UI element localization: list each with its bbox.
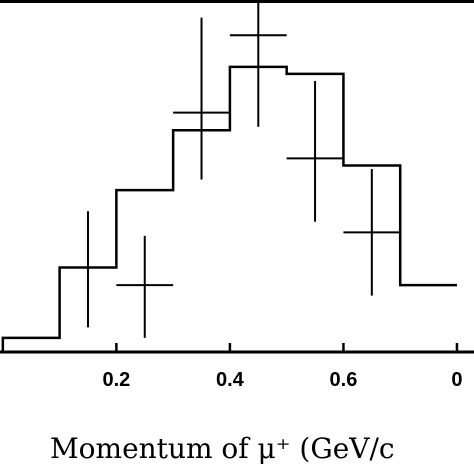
data-point [116,235,174,338]
data-point [173,17,230,180]
x-tick-label: 0.6 [330,369,358,391]
histogram-step-line [0,65,457,354]
plot-frame [0,0,474,354]
data-point [286,80,344,222]
x-ticks: 0.2 0.4 0.6 0 [102,343,463,391]
histogram-series [0,65,457,354]
data-points [59,0,401,338]
data-point [343,168,401,296]
x-tick-label: 0.2 [102,369,130,391]
x-axis-label: Momentum of μ⁺ (GeV/c [50,432,395,465]
data-point [59,211,117,328]
x-tick-label: 0 [451,369,462,391]
data-point [229,0,287,127]
x-tick-label: 0.4 [216,369,245,391]
